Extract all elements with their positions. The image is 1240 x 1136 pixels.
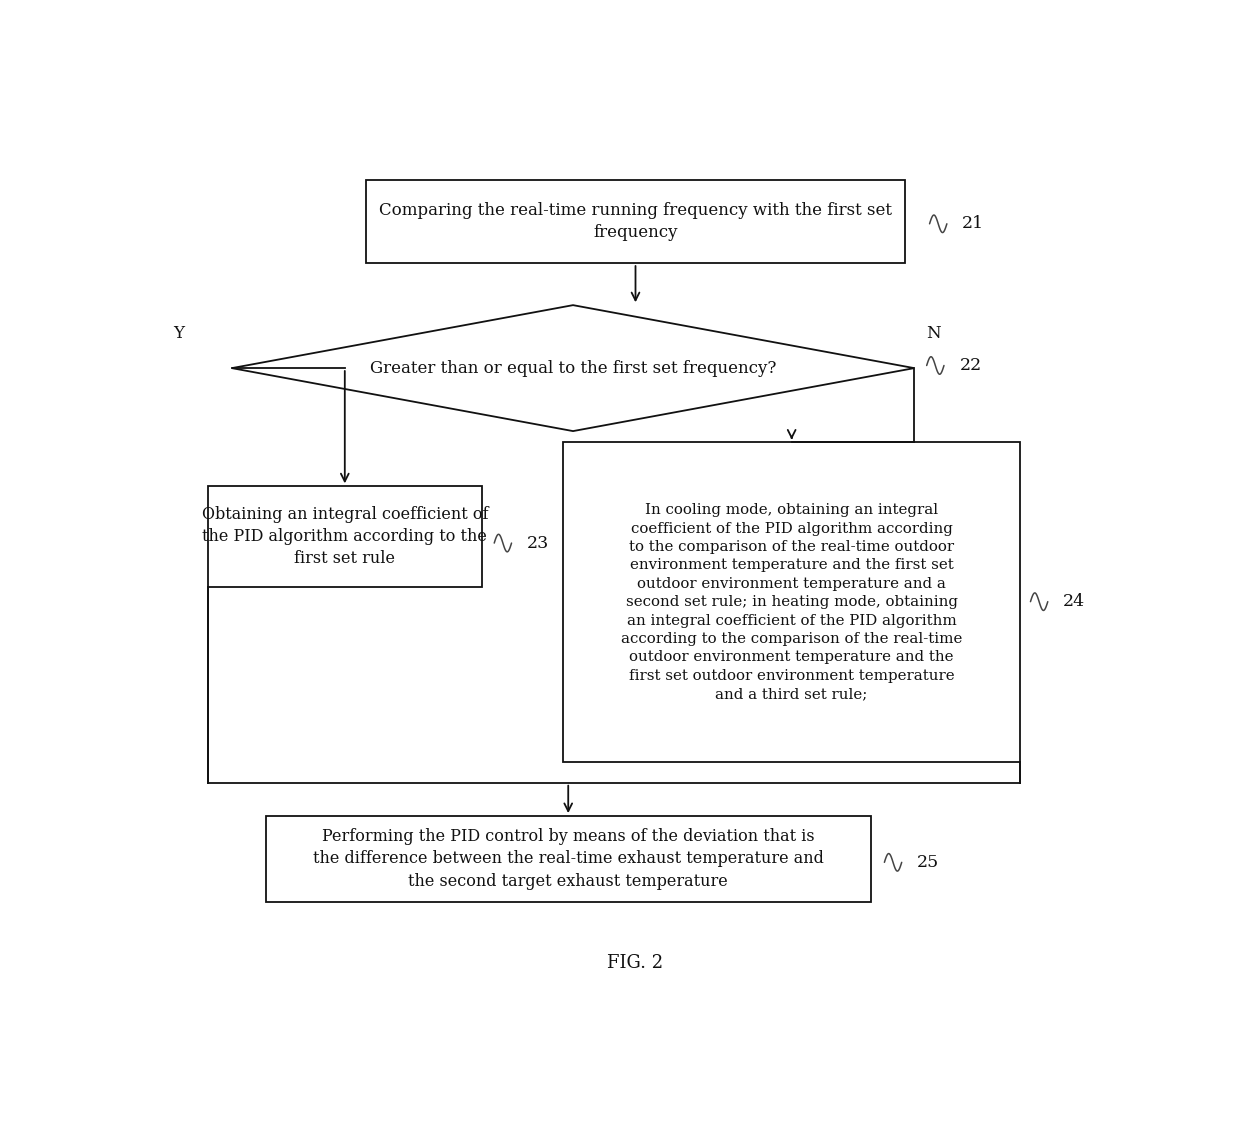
Text: Y: Y [174, 325, 185, 342]
Text: Performing the PID control by means of the deviation that is
the difference betw: Performing the PID control by means of t… [312, 828, 823, 889]
Text: 21: 21 [962, 216, 985, 232]
Text: In cooling mode, obtaining an integral
coefficient of the PID algorithm accordin: In cooling mode, obtaining an integral c… [621, 503, 962, 701]
Text: Obtaining an integral coefficient of
the PID algorithm according to the
first se: Obtaining an integral coefficient of the… [202, 506, 489, 567]
Text: 25: 25 [918, 854, 940, 871]
Text: FIG. 2: FIG. 2 [608, 954, 663, 972]
FancyBboxPatch shape [265, 816, 870, 902]
FancyBboxPatch shape [367, 179, 905, 264]
FancyBboxPatch shape [208, 486, 481, 587]
Text: 22: 22 [960, 357, 982, 374]
Text: Comparing the real-time running frequency with the first set
frequency: Comparing the real-time running frequenc… [379, 202, 892, 241]
Text: N: N [926, 325, 941, 342]
Text: Greater than or equal to the first set frequency?: Greater than or equal to the first set f… [370, 360, 776, 377]
Polygon shape [232, 306, 914, 431]
Text: 23: 23 [527, 535, 549, 552]
Text: 24: 24 [1063, 593, 1085, 610]
FancyBboxPatch shape [563, 442, 1019, 762]
